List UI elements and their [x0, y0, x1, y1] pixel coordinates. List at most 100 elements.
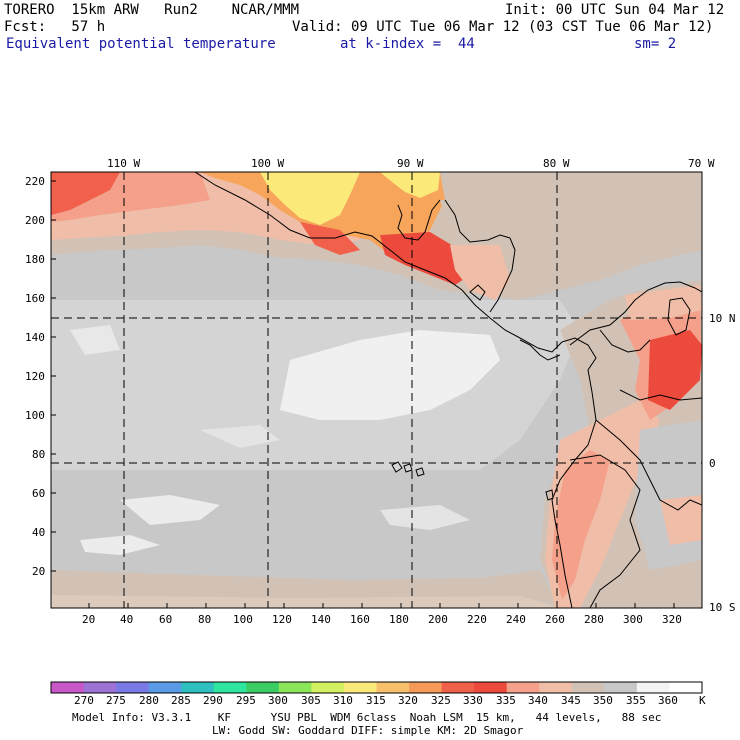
- venezuela-salmon: [625, 285, 702, 320]
- field-name: Equivalent potential temperature: [6, 36, 276, 52]
- mexico-orange-area: [200, 172, 445, 260]
- colorbar-label: 340: [528, 694, 548, 707]
- colorbar-label: 290: [203, 694, 223, 707]
- x-tick: 100: [233, 613, 253, 626]
- x-tick: 200: [428, 613, 448, 626]
- colorbar-cell: [604, 682, 638, 693]
- model-info: Model Info: V3.3.1 KF YSU PBL WDM 6class…: [72, 711, 662, 724]
- northern-peach-band: [51, 172, 360, 245]
- whitish-patch-1: [280, 330, 500, 420]
- y-tick: 160: [25, 292, 45, 305]
- header-valid: Valid: 09 UTC Tue 06 Mar 12 (03 CST Tue …: [292, 19, 714, 35]
- east-peach: [660, 495, 702, 545]
- ocean-background: [51, 172, 702, 608]
- x-tick: 40: [120, 613, 134, 626]
- northwest-red-patch: [51, 172, 120, 215]
- southern-peach-band: [51, 595, 560, 608]
- lat-label-10n: 10 N: [709, 312, 736, 325]
- colorbar-frame: [50, 681, 703, 694]
- map-frame: [50, 171, 703, 609]
- colorbar-cell: [474, 682, 508, 693]
- x-tick: 120: [272, 613, 292, 626]
- header-title: TORERO 15km ARW Run2 NCAR/MMM: [4, 2, 300, 18]
- northern-salmon-band: [51, 172, 210, 222]
- model-physics: LW: Godd SW: Goddard DIFF: simple KM: 2D…: [212, 724, 524, 737]
- colorbar-cell: [343, 682, 377, 693]
- whitish-patch-3: [80, 535, 160, 555]
- x-tick: 20: [82, 613, 96, 626]
- colorbar-label: 295: [236, 694, 256, 707]
- colorbar-label: 270: [74, 694, 94, 707]
- colorbar-cell: [311, 682, 345, 693]
- mid-ocean-light: [51, 300, 580, 470]
- x-tick: 160: [350, 613, 370, 626]
- x-tick: 220: [467, 613, 487, 626]
- whitish-patch-4: [200, 425, 280, 448]
- colorbar-label: 300: [268, 694, 288, 707]
- y-tick: 60: [32, 487, 46, 500]
- y-tick: 180: [25, 253, 45, 266]
- level-info: at k-index = 44: [340, 36, 475, 52]
- colombia-red-2: [648, 330, 702, 410]
- x-tick: 180: [389, 613, 409, 626]
- amazon-gray: [635, 420, 702, 570]
- y-tick: 120: [25, 370, 45, 383]
- colorbar-label: 355: [626, 694, 646, 707]
- x-tick: 240: [506, 613, 526, 626]
- caribbean-salmon: [450, 245, 510, 300]
- y-tick: 20: [32, 565, 46, 578]
- y-tick: 40: [32, 526, 46, 539]
- colorbar-cell: [539, 682, 573, 693]
- x-tick: 300: [623, 613, 643, 626]
- central-america-red-2: [300, 222, 360, 255]
- lat-label-0: 0: [709, 457, 716, 470]
- colorbar-label: 325: [431, 694, 451, 707]
- y-tick: 220: [25, 175, 45, 188]
- colorbar-cell: [376, 682, 410, 693]
- colorbar-label: 360: [658, 694, 678, 707]
- colorbar-cell: [246, 682, 280, 693]
- x-tick: 280: [584, 613, 604, 626]
- south-america-warm: [540, 280, 702, 608]
- mexico-yellow-area-2: [380, 172, 440, 198]
- lat-label-10s: 10 S: [709, 601, 736, 614]
- header-init: Init: 00 UTC Sun 04 Mar 12: [505, 2, 725, 18]
- colorbar-label: 335: [496, 694, 516, 707]
- lon-label-90w: 90 W: [397, 157, 424, 170]
- lon-label-100w: 100 W: [251, 157, 285, 170]
- colorbar-label: 320: [398, 694, 418, 707]
- frame-ticks: [51, 180, 675, 608]
- x-tick: 60: [159, 613, 173, 626]
- smoothing-info: sm= 2: [634, 36, 677, 52]
- colorbar-cell: [636, 682, 670, 693]
- graticule: [51, 172, 702, 608]
- x-tick: 260: [545, 613, 565, 626]
- x-tick: 140: [311, 613, 331, 626]
- colorbar-label: 350: [593, 694, 613, 707]
- lon-label-110w: 110 W: [107, 157, 141, 170]
- colorbar-label: 315: [366, 694, 386, 707]
- header-forecast: Fcst: 57 h: [4, 19, 106, 35]
- coastlines: [194, 172, 702, 608]
- northern-warm-band: [51, 172, 702, 300]
- colorbar-cell: [181, 682, 215, 693]
- central-america-red: [380, 232, 470, 285]
- y-tick: 140: [25, 331, 45, 344]
- colorbar-label: 280: [139, 694, 159, 707]
- colorbar-label: 310: [333, 694, 353, 707]
- south-america-peach: [545, 400, 660, 608]
- colombia-red: [620, 300, 702, 420]
- colorbar-cell: [148, 682, 182, 693]
- lon-label-70w: 70 W: [688, 157, 715, 170]
- colorbar-cell: [51, 682, 85, 693]
- colorbar-cell: [409, 682, 443, 693]
- colorbar-cell: [571, 682, 605, 693]
- mexico-yellow-area: [260, 172, 360, 225]
- colorbar-unit: K: [699, 694, 706, 707]
- colorbar-label: 275: [106, 694, 126, 707]
- colorbar-cell: [278, 682, 312, 693]
- colorbar-cell: [213, 682, 247, 693]
- southern-warm-band: [51, 570, 560, 608]
- whitish-patch-6: [70, 325, 120, 355]
